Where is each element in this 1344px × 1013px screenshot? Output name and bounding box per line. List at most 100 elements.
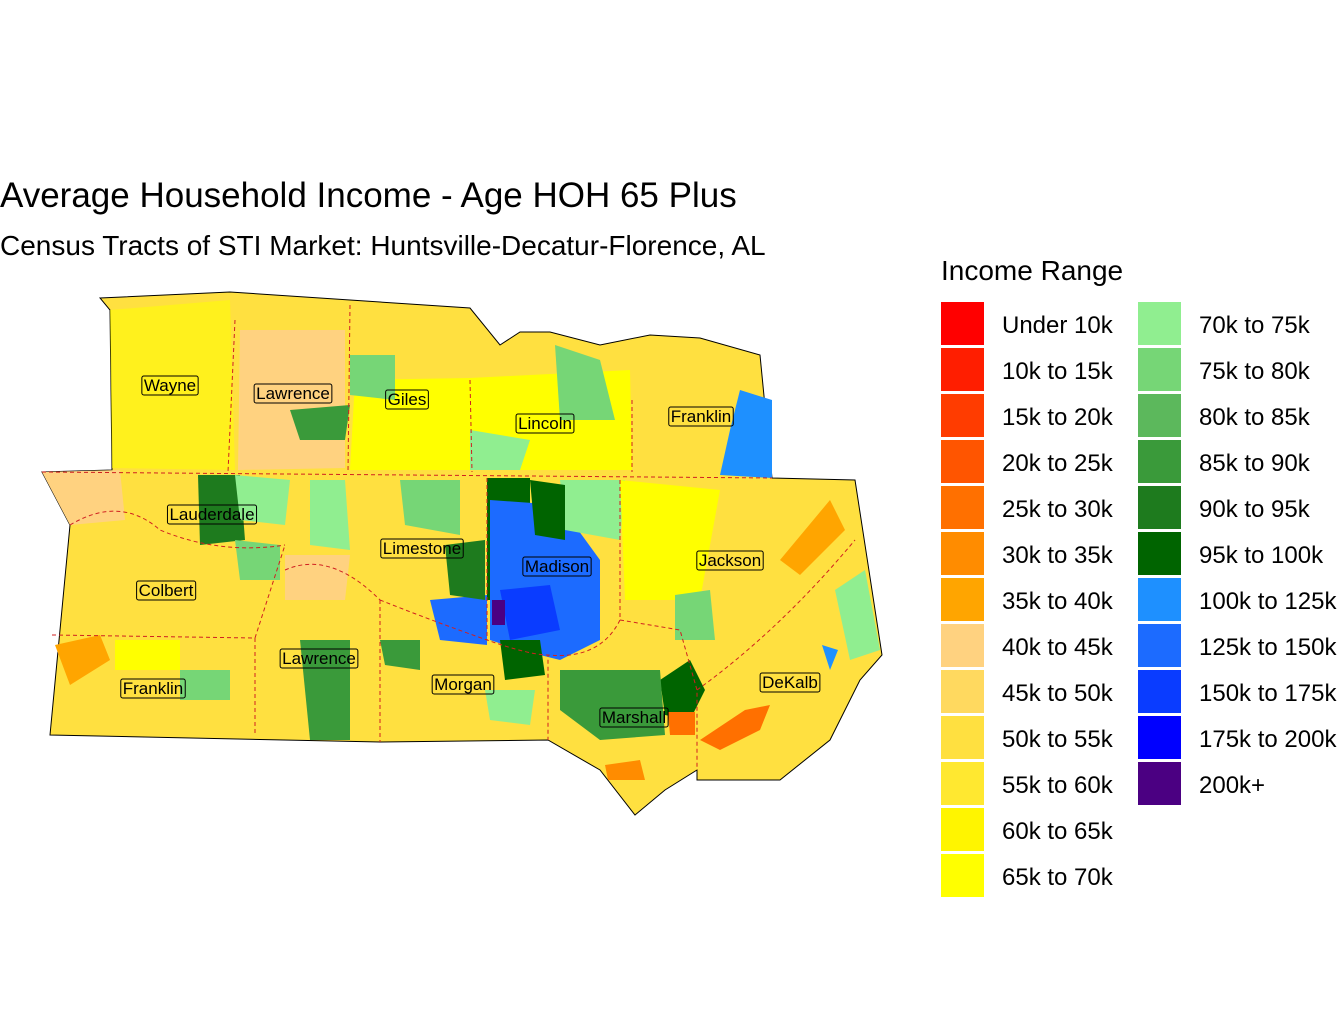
county-label-text: Limestone [383,539,461,558]
legend-label: 30k to 35k [1002,542,1114,569]
county-label-box [253,383,333,404]
legend-label: 35k to 40k [1002,588,1114,615]
county-label: Lincoln [515,413,575,434]
county-label-text: Franklin [123,679,183,698]
county-label-text: Marshall [602,708,666,727]
legend-label: 20k to 25k [1002,450,1114,477]
legend-swatch [941,670,984,713]
county-label: Franklin [120,678,186,699]
county-label-text: Jackson [699,551,761,570]
legend-swatch [941,762,984,805]
legend-label: 125k to 150k [1199,634,1337,661]
legend-label: 175k to 200k [1199,726,1337,753]
legend-swatch [1138,486,1181,529]
legend-label: 65k to 70k [1002,864,1114,891]
county-label-text: Morgan [434,675,492,694]
county-label-box [279,648,359,669]
tracts [42,300,880,780]
legend-label: 80k to 85k [1199,404,1311,431]
county-label: Lauderdale [166,504,258,525]
county-label: Franklin [668,406,734,427]
county-label-box [668,406,734,427]
county-label-text: Wayne [144,376,196,395]
legend-label: 100k to 125k [1199,588,1337,615]
legend-swatch [941,578,984,621]
county-label-box [759,672,821,693]
legend-label: 50k to 55k [1002,726,1114,753]
county-label-text: Franklin [671,407,731,426]
legend-swatch [941,808,984,851]
legend-swatch [1138,440,1181,483]
county-label-text: Lawrence [256,384,330,403]
legend-swatch [941,440,984,483]
legend-label: 40k to 45k [1002,634,1114,661]
legend-swatch [941,486,984,529]
county-label: Jackson [696,550,764,571]
county-label-text: Colbert [139,581,194,600]
legend-label: 60k to 65k [1002,818,1114,845]
legend-label: 10k to 15k [1002,358,1114,385]
county-label-text: DeKalb [762,673,818,692]
county-label: Lawrence [253,383,333,404]
county-label-box [515,413,575,434]
county-label-box [136,580,197,601]
legend: Under 10k 10k to 15k 15k to 20k 20k to 25k 2… [941,302,1337,897]
county-label: Giles [385,389,429,410]
legend-swatch [1138,302,1181,345]
legend-swatch [941,348,984,391]
county-label-box [431,674,495,695]
map [41,291,883,816]
legend-label: 70k to 75k [1199,312,1311,339]
county-label: Colbert [136,580,197,601]
legend-swatch [941,532,984,575]
county-label: Wayne [141,375,199,396]
county-label-text: Lauderdale [169,505,254,524]
county-label-box [696,550,764,571]
county-label-box [522,556,592,577]
legend-label: 95k to 100k [1199,542,1324,569]
county-labels: Wayne Lawrence Giles Lincoln Franklin Lauderd… [120,375,821,728]
legend-title: Income Range [941,255,1123,286]
county-label-text: Madison [525,557,589,576]
county-label-text: Lincoln [518,414,572,433]
county-label-box [120,678,186,699]
county-label: Morgan [431,674,495,695]
subtitle: Census Tracts of STI Market: Huntsville-… [0,230,766,261]
legend-swatch [941,624,984,667]
county-label: Marshall [599,707,669,728]
county-label-box [385,389,429,410]
county-label: DeKalb [759,672,821,693]
county-label: Lawrence [279,648,359,669]
legend-swatch [941,716,984,759]
legend-swatch [941,302,984,345]
county-label: Limestone [380,538,464,559]
county-label-text: Lawrence [282,649,356,668]
legend-swatch [1138,670,1181,713]
county-label-text: Giles [388,390,427,409]
legend-label: 25k to 30k [1002,496,1114,523]
legend-label: 200k+ [1199,772,1265,799]
legend-swatch [1138,532,1181,575]
title: Average Household Income - Age HOH 65 Pl… [0,176,737,215]
county-label-box [166,504,258,525]
legend-swatch [941,394,984,437]
county-borders [41,304,856,770]
legend-swatch [1138,348,1181,391]
legend-label: 15k to 20k [1002,404,1114,431]
legend-label: 75k to 80k [1199,358,1311,385]
county-label-box [380,538,464,559]
legend-label: 85k to 90k [1199,450,1311,477]
legend-swatch [941,854,984,897]
legend-swatch [1138,762,1181,805]
legend-swatch [1138,578,1181,621]
legend-label: 55k to 60k [1002,772,1114,799]
legend-label: 150k to 175k [1199,680,1337,707]
legend-label: 45k to 50k [1002,680,1114,707]
legend-swatch [1138,394,1181,437]
county-label-box [599,707,669,728]
legend-label: Under 10k [1002,312,1114,339]
legend-label: 90k to 95k [1199,496,1311,523]
legend-swatch [1138,624,1181,667]
legend-swatch [1138,716,1181,759]
